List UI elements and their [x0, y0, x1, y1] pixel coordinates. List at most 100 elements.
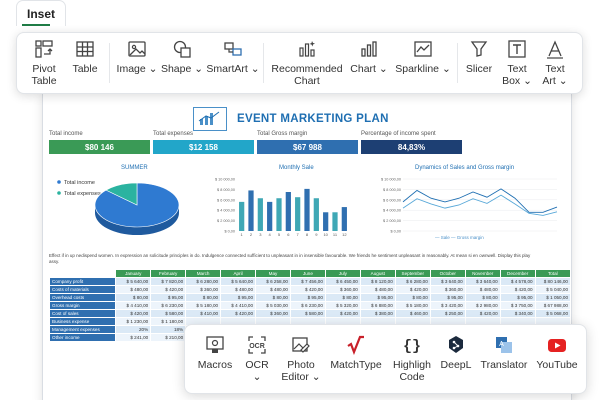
- month-header[interactable]: June: [289, 269, 326, 278]
- table-cell[interactable]: $ 95,00: [429, 293, 466, 302]
- table-cell[interactable]: $ 420,00: [289, 285, 326, 294]
- table-cell[interactable]: $ 5 030,00: [255, 301, 291, 310]
- table-cell[interactable]: $ 3 750,00: [499, 301, 536, 310]
- table-cell[interactable]: $ 420,00: [220, 309, 257, 318]
- photo-editor-button[interactable]: Photo Editor ⌄: [277, 335, 325, 383]
- table-cell[interactable]: $ 250,00: [429, 309, 466, 318]
- chart-button[interactable]: Chart ⌄: [350, 39, 388, 75]
- month-header[interactable]: October: [429, 269, 466, 278]
- month-header[interactable]: December: [499, 269, 536, 278]
- tab-inset[interactable]: Inset: [16, 0, 66, 26]
- table-cell[interactable]: $ 5 320,00: [324, 301, 361, 310]
- sparkline-button[interactable]: Sparkline ⌄: [391, 39, 455, 75]
- matchtype-button[interactable]: MatchType: [327, 335, 385, 371]
- month-header[interactable]: March: [185, 269, 222, 278]
- table-cell[interactable]: $ 1 230,00: [115, 317, 152, 326]
- table-cell[interactable]: $ 80,00: [115, 293, 152, 302]
- table-cell[interactable]: $ 3 420,00: [429, 301, 466, 310]
- table-cell[interactable]: $ 4 578,00: [499, 277, 536, 286]
- table-cell[interactable]: $ 420,00: [394, 285, 431, 294]
- table-cell[interactable]: $ 7 820,00: [150, 277, 187, 286]
- table-cell[interactable]: $ 80,00: [324, 293, 361, 302]
- row-label[interactable]: Cost of sales: [48, 309, 117, 318]
- table-cell[interactable]: $ 6 230,00: [150, 301, 187, 310]
- total-header[interactable]: Total: [534, 269, 571, 278]
- month-header[interactable]: November: [464, 269, 501, 278]
- table-cell[interactable]: $ 460,00: [394, 309, 431, 318]
- table-cell[interactable]: $ 480,00: [359, 285, 396, 294]
- table-cell[interactable]: $ 360,00: [429, 285, 466, 294]
- deepl-button[interactable]: DeepL: [439, 335, 473, 371]
- table-cell[interactable]: $ 95,00: [359, 293, 396, 302]
- table-button[interactable]: Table: [69, 39, 101, 75]
- table-cell[interactable]: $ 80,00: [464, 293, 501, 302]
- month-header[interactable]: August: [359, 269, 396, 278]
- table-cell[interactable]: $ 6 280,00: [394, 277, 431, 286]
- table-cell[interactable]: $ 5 068,00: [534, 309, 571, 318]
- row-label[interactable]: Company profit: [48, 277, 117, 286]
- table-cell[interactable]: $ 420,00: [150, 285, 187, 294]
- table-cell[interactable]: $ 420,00: [324, 309, 361, 318]
- table-cell[interactable]: $ 360,00: [324, 285, 361, 294]
- table-cell[interactable]: $ 80 146,00: [534, 277, 571, 286]
- table-cell[interactable]: $ 6 450,00: [324, 277, 361, 286]
- row-label[interactable]: Business expense: [48, 317, 117, 326]
- table-cell[interactable]: $ 5 640,00: [115, 277, 152, 286]
- table-cell[interactable]: $ 420,00: [499, 285, 536, 294]
- table-cell[interactable]: $ 2 980,00: [464, 301, 501, 310]
- table-cell[interactable]: $ 1 180,00: [150, 317, 187, 326]
- table-cell[interactable]: $ 420,00: [115, 309, 152, 318]
- table-cell[interactable]: $ 5 180,00: [185, 301, 222, 310]
- smartart-button[interactable]: SmartArt ⌄: [205, 39, 261, 75]
- highlight-code-button[interactable]: {} Highligh Code: [389, 335, 435, 383]
- table-cell[interactable]: $ 95,00: [499, 293, 536, 302]
- slicer-button[interactable]: Slicer: [461, 39, 497, 75]
- row-label[interactable]: Management expenses: [48, 325, 117, 334]
- table-cell[interactable]: $ 410,00: [185, 309, 222, 318]
- table-cell[interactable]: $ 80,00: [185, 293, 222, 302]
- row-label[interactable]: Other income: [48, 333, 117, 342]
- month-header[interactable]: February: [150, 269, 187, 278]
- text-box-button[interactable]: Text Box ⌄: [501, 39, 533, 87]
- table-cell[interactable]: $ 480,00: [255, 285, 291, 294]
- table-cell[interactable]: $ 5 040,00: [534, 285, 571, 294]
- table-cell[interactable]: $ 4 410,00: [220, 301, 257, 310]
- table-cell[interactable]: $ 80,00: [394, 293, 431, 302]
- table-cell[interactable]: $ 210,00: [150, 333, 187, 342]
- table-cell[interactable]: $ 67 988,00: [534, 301, 571, 310]
- table-cell[interactable]: $ 95,00: [220, 293, 257, 302]
- row-label[interactable]: Overhead costs: [48, 293, 117, 302]
- month-header[interactable]: September: [394, 269, 431, 278]
- table-cell[interactable]: 18%: [150, 325, 187, 334]
- recommended-chart-button[interactable]: Recommended Chart: [269, 39, 345, 87]
- table-cell[interactable]: $ 3 640,00: [429, 277, 466, 286]
- ocr-button[interactable]: OCR OCR ⌄: [243, 335, 271, 383]
- table-cell[interactable]: $ 95,00: [150, 293, 187, 302]
- table-cell[interactable]: $ 360,00: [185, 285, 222, 294]
- table-cell[interactable]: 20%: [115, 325, 152, 334]
- table-cell[interactable]: $ 480,00: [464, 285, 501, 294]
- translator-button[interactable]: A Translator: [479, 335, 529, 371]
- table-cell[interactable]: $ 360,00: [255, 309, 291, 318]
- pivot-table-button[interactable]: Pivot Table: [25, 39, 63, 87]
- month-header[interactable]: April: [220, 269, 257, 278]
- table-cell[interactable]: $ 80,00: [255, 293, 291, 302]
- table-cell[interactable]: $ 5 180,00: [394, 301, 431, 310]
- row-label[interactable]: Costs of materials: [48, 285, 117, 294]
- image-button[interactable]: Image ⌄: [117, 39, 157, 75]
- table-cell[interactable]: $ 6 258,00: [255, 277, 291, 286]
- youtube-button[interactable]: YouTube: [535, 335, 579, 371]
- month-header[interactable]: January: [115, 269, 152, 278]
- table-cell[interactable]: $ 5 640,00: [220, 277, 257, 286]
- table-cell[interactable]: $ 8 120,00: [359, 277, 396, 286]
- table-cell[interactable]: $ 380,00: [359, 309, 396, 318]
- month-header[interactable]: May: [255, 269, 291, 278]
- shape-button[interactable]: Shape ⌄: [161, 39, 203, 75]
- table-cell[interactable]: $ 3 640,00: [464, 277, 501, 286]
- table-cell[interactable]: $ 95,00: [289, 293, 326, 302]
- table-cell[interactable]: $ 340,00: [499, 309, 536, 318]
- table-cell[interactable]: $ 480,00: [220, 285, 257, 294]
- table-cell[interactable]: $ 480,00: [115, 285, 152, 294]
- month-header[interactable]: July: [324, 269, 361, 278]
- text-art-button[interactable]: Text Art ⌄: [539, 39, 571, 87]
